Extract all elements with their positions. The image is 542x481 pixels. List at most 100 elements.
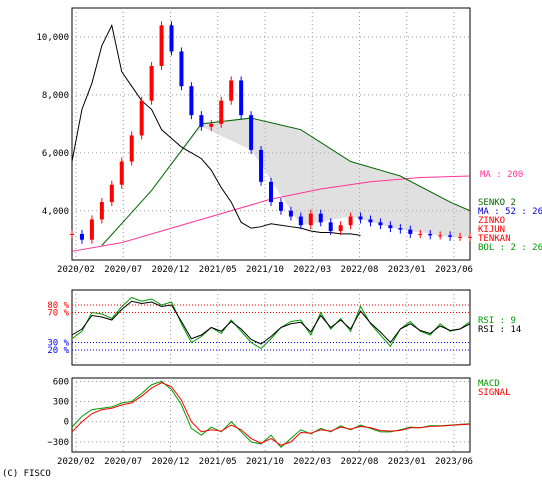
candle-body: [348, 216, 353, 226]
zinko-line: [71, 23, 361, 236]
candle-body: [89, 219, 94, 240]
panel-frame: [71, 7, 471, 261]
rsi-level-label: 30 %: [47, 339, 69, 349]
legend-entry: MACD: [478, 379, 500, 389]
y-tick-label: 6,000: [42, 149, 69, 159]
candle-body: [209, 123, 214, 127]
legend-entry: MA : 200: [480, 170, 523, 180]
x-tick-label: 2023/06: [435, 457, 473, 467]
candle-body: [388, 225, 393, 229]
candle-body: [328, 222, 333, 232]
candle-body: [269, 181, 273, 203]
x-tick-label: 2022/03: [293, 265, 331, 275]
cloud-segment: [400, 176, 451, 237]
x-tick-label: 2021/10: [246, 265, 284, 275]
x-tick-label: 2020/12: [152, 265, 190, 275]
candle-body: [139, 100, 144, 136]
y-tick-label: 600: [53, 377, 69, 387]
panel-frames: [71, 7, 471, 453]
candle-body: [149, 65, 154, 101]
candle-body: [438, 235, 443, 237]
candle-body: [368, 219, 373, 223]
x-tick-label: 2021/05: [199, 265, 237, 275]
rsi-line: [71, 300, 471, 345]
rsi-level-label: 70 %: [47, 309, 69, 319]
candle-body: [408, 229, 413, 234]
candle-body: [169, 25, 174, 52]
candle-body: [288, 210, 293, 217]
x-tick-label: 2020/02: [57, 457, 95, 467]
x-tick-label: 2020/07: [104, 457, 142, 467]
x-tick-label: 2021/05: [199, 457, 237, 467]
candle-body: [428, 233, 433, 236]
legend-entry: RSI : 9: [478, 316, 516, 326]
candle-body: [398, 228, 403, 230]
candle-body: [458, 236, 463, 238]
x-tick-label: 2020/02: [57, 265, 95, 275]
candle-body: [179, 51, 184, 87]
legend-entry: ZINKO: [478, 216, 505, 226]
panel-frame: [71, 289, 471, 366]
candle-body: [70, 233, 74, 235]
y-tick-label: 300: [53, 398, 69, 408]
candlesticks: [70, 21, 472, 244]
x-tick-label: 2022/03: [293, 457, 331, 467]
x-tick-label: 2020/12: [152, 457, 190, 467]
rsi-line: [71, 296, 471, 350]
cloud-segment: [450, 202, 470, 237]
candle-body: [159, 25, 164, 66]
candle-body: [259, 149, 264, 182]
candle-body: [249, 115, 254, 150]
candle-body: [338, 225, 343, 232]
x-tick-label: 2022/08: [341, 457, 379, 467]
panel-frame: [71, 377, 471, 453]
x-tick-label: 2020/07: [104, 265, 142, 275]
rsi-level-label: 80 %: [47, 301, 69, 311]
cloud-segment: [300, 129, 351, 226]
candle-body: [119, 161, 124, 185]
macd-line: [71, 382, 471, 446]
y-tick-label: 0: [64, 418, 69, 428]
candle-body: [99, 202, 104, 220]
candle-body: [219, 100, 224, 124]
candle-body: [448, 235, 453, 237]
x-tick-label: 2022/08: [341, 265, 379, 275]
candle-body: [418, 233, 423, 235]
candle-body: [378, 222, 383, 226]
candle-body: [229, 80, 234, 101]
x-tick-label: 2023/01: [388, 457, 426, 467]
chart-legends: MA : 200 SENKO 2MA : 52 : 26ZINKOKIJUNTEN…: [478, 170, 542, 398]
cloud-segment: [251, 118, 301, 226]
rsi-level-label: 20 %: [47, 346, 69, 356]
legend-entry: TENKAN: [478, 234, 511, 244]
candle-body: [239, 80, 244, 116]
candle-body: [308, 213, 313, 226]
y-tick-label: 4,000: [42, 207, 69, 217]
legend-entry: SENKO 2: [478, 198, 516, 208]
y-tick-label: 8,000: [42, 91, 69, 101]
y-tick-label: 10,000: [36, 33, 69, 43]
candle-body: [298, 216, 303, 226]
cloud-segment: [201, 118, 252, 150]
x-tick-label: 2023/01: [388, 265, 426, 275]
y-tick-label: −300: [47, 438, 69, 448]
candle-body: [199, 115, 204, 127]
candle-body: [79, 233, 84, 240]
legend-entry: MA : 52 : 26: [478, 207, 542, 217]
candle-body: [468, 236, 472, 238]
chart-grid: [72, 8, 470, 452]
rsi-series: [71, 296, 471, 350]
macd-line: [71, 380, 471, 449]
candle-body: [109, 184, 114, 203]
legend-entry: KIJUN: [478, 225, 505, 235]
candle-body: [318, 213, 323, 223]
axis-labels: 2020/02 2020/02 2020/07 2020/07 2020/12 2020/…: [36, 33, 472, 467]
senko2-line: [101, 117, 471, 246]
cloud-segment: [350, 161, 401, 230]
copyright-text: (C) FISCO: [2, 469, 51, 479]
candle-body: [189, 86, 194, 116]
macd-series: [71, 380, 471, 449]
candle-body: [278, 202, 283, 211]
legend-entry: SIGNAL: [478, 388, 511, 398]
